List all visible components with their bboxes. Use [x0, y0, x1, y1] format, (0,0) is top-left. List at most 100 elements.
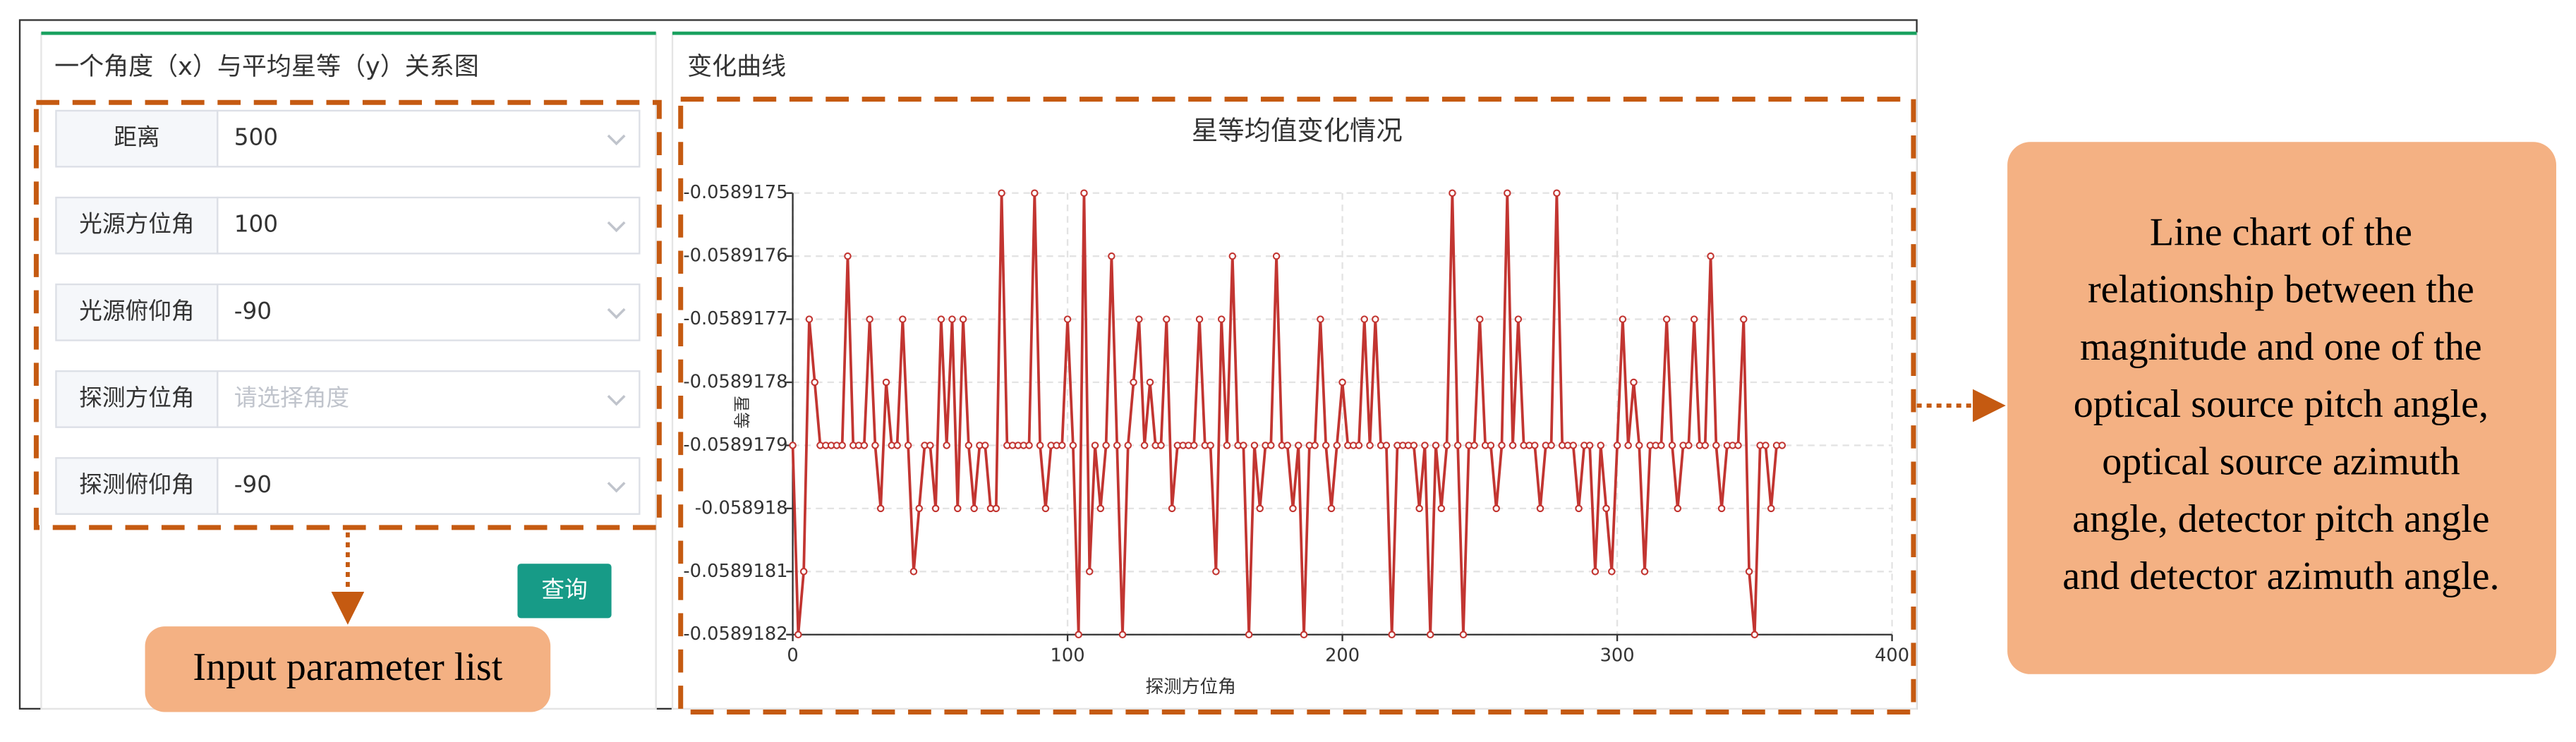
data-point	[799, 568, 808, 576]
data-point	[915, 504, 923, 513]
y-axis-label: 星等	[731, 396, 751, 429]
data-point	[1717, 504, 1726, 513]
data-point	[1657, 442, 1665, 449]
data-point	[1575, 504, 1583, 513]
data-point	[794, 631, 802, 638]
x-tick-label: 200	[1325, 645, 1360, 667]
data-point	[876, 504, 885, 513]
y-tick-label: -0.0589176	[683, 245, 787, 267]
callout-line: optical source pitch angle,	[2074, 382, 2489, 426]
panel-title: 一个角度（x）与平均星等（y）关系图	[54, 52, 479, 81]
x-tick-label: 400	[1875, 645, 1909, 667]
data-point	[1207, 442, 1214, 449]
data-point	[838, 442, 846, 449]
data-point	[871, 442, 879, 449]
data-point	[1163, 315, 1171, 323]
data-point	[1118, 631, 1127, 638]
data-point	[1449, 189, 1456, 197]
data-point	[1707, 252, 1715, 260]
data-point	[1421, 442, 1429, 449]
button-label[interactable]: 查询	[541, 576, 587, 603]
data-point	[1058, 442, 1066, 449]
data-point	[981, 442, 989, 449]
data-point	[1031, 189, 1039, 197]
data-point	[1504, 189, 1511, 197]
select-value: 100	[234, 211, 278, 238]
data-point	[1025, 442, 1033, 449]
data-point	[965, 442, 973, 449]
data-point	[1382, 442, 1391, 449]
right-panel	[671, 32, 1918, 710]
x-tick-label: 300	[1600, 645, 1635, 667]
select-input[interactable]	[217, 283, 641, 341]
data-point	[1272, 252, 1281, 260]
dropdown-arrow	[607, 134, 626, 146]
data-point	[1410, 442, 1418, 449]
field-label-box	[55, 283, 219, 341]
select-input[interactable]	[217, 370, 641, 428]
data-point	[954, 504, 962, 513]
data-point	[1432, 442, 1440, 449]
data-point	[1619, 315, 1627, 323]
data-point	[1437, 504, 1446, 513]
data-point	[931, 504, 940, 513]
x-tick-label: 0	[787, 645, 798, 667]
data-point	[926, 442, 934, 449]
data-point	[1108, 252, 1115, 260]
y-tick-label: -0.0589177	[683, 308, 787, 329]
select-input[interactable]	[217, 457, 641, 515]
data-point	[899, 315, 907, 323]
data-point	[1602, 504, 1610, 513]
data-point	[1036, 442, 1044, 449]
data-point	[904, 442, 912, 449]
data-point	[1530, 442, 1539, 449]
data-point	[1355, 442, 1363, 449]
data-point	[1613, 442, 1621, 449]
data-point	[1553, 189, 1561, 197]
data-point	[1283, 442, 1291, 449]
data-point	[1597, 442, 1604, 449]
data-point	[1096, 504, 1105, 513]
data-point	[1366, 442, 1374, 449]
data-point	[1190, 442, 1198, 449]
data-point	[1223, 442, 1231, 449]
data-point	[1487, 442, 1495, 449]
data-point	[1624, 442, 1632, 449]
y-tick-label: -0.0589182	[683, 624, 787, 645]
field-label: 光源方位角	[79, 211, 194, 238]
callout-text: Line chart of the relationship between th…	[2062, 210, 2499, 598]
data-point	[1470, 442, 1478, 449]
data-point	[1140, 442, 1149, 449]
data-point	[1734, 442, 1742, 449]
data-point	[1245, 631, 1253, 638]
data-point	[1085, 568, 1094, 576]
callout-line: optical source azimuth	[2102, 439, 2460, 483]
data-point	[1740, 315, 1748, 323]
data-point	[998, 189, 1005, 197]
data-point	[1662, 315, 1671, 323]
field-label: 探测方位角	[79, 384, 194, 411]
data-point	[1608, 568, 1616, 576]
data-point	[1250, 442, 1259, 449]
callout-text: Input parameter list	[193, 645, 502, 689]
data-point	[1674, 504, 1682, 513]
data-point	[1701, 442, 1709, 449]
data-point	[943, 442, 950, 449]
callout-line: Line chart of the	[2150, 210, 2412, 254]
data-point	[1240, 442, 1247, 449]
data-point	[1591, 568, 1600, 576]
callout	[145, 626, 551, 712]
y-tick-label: -0.0589181	[683, 561, 787, 582]
data-point	[1767, 504, 1775, 513]
query-button[interactable]	[517, 564, 612, 619]
select-input[interactable]	[217, 109, 641, 168]
data-point	[1635, 442, 1643, 449]
select-input[interactable]	[217, 196, 641, 255]
data-point	[948, 315, 956, 323]
data-point	[1195, 315, 1204, 323]
data-point	[1322, 442, 1330, 449]
data-point	[1547, 442, 1555, 449]
data-point	[1091, 442, 1099, 449]
data-point	[1476, 315, 1484, 323]
